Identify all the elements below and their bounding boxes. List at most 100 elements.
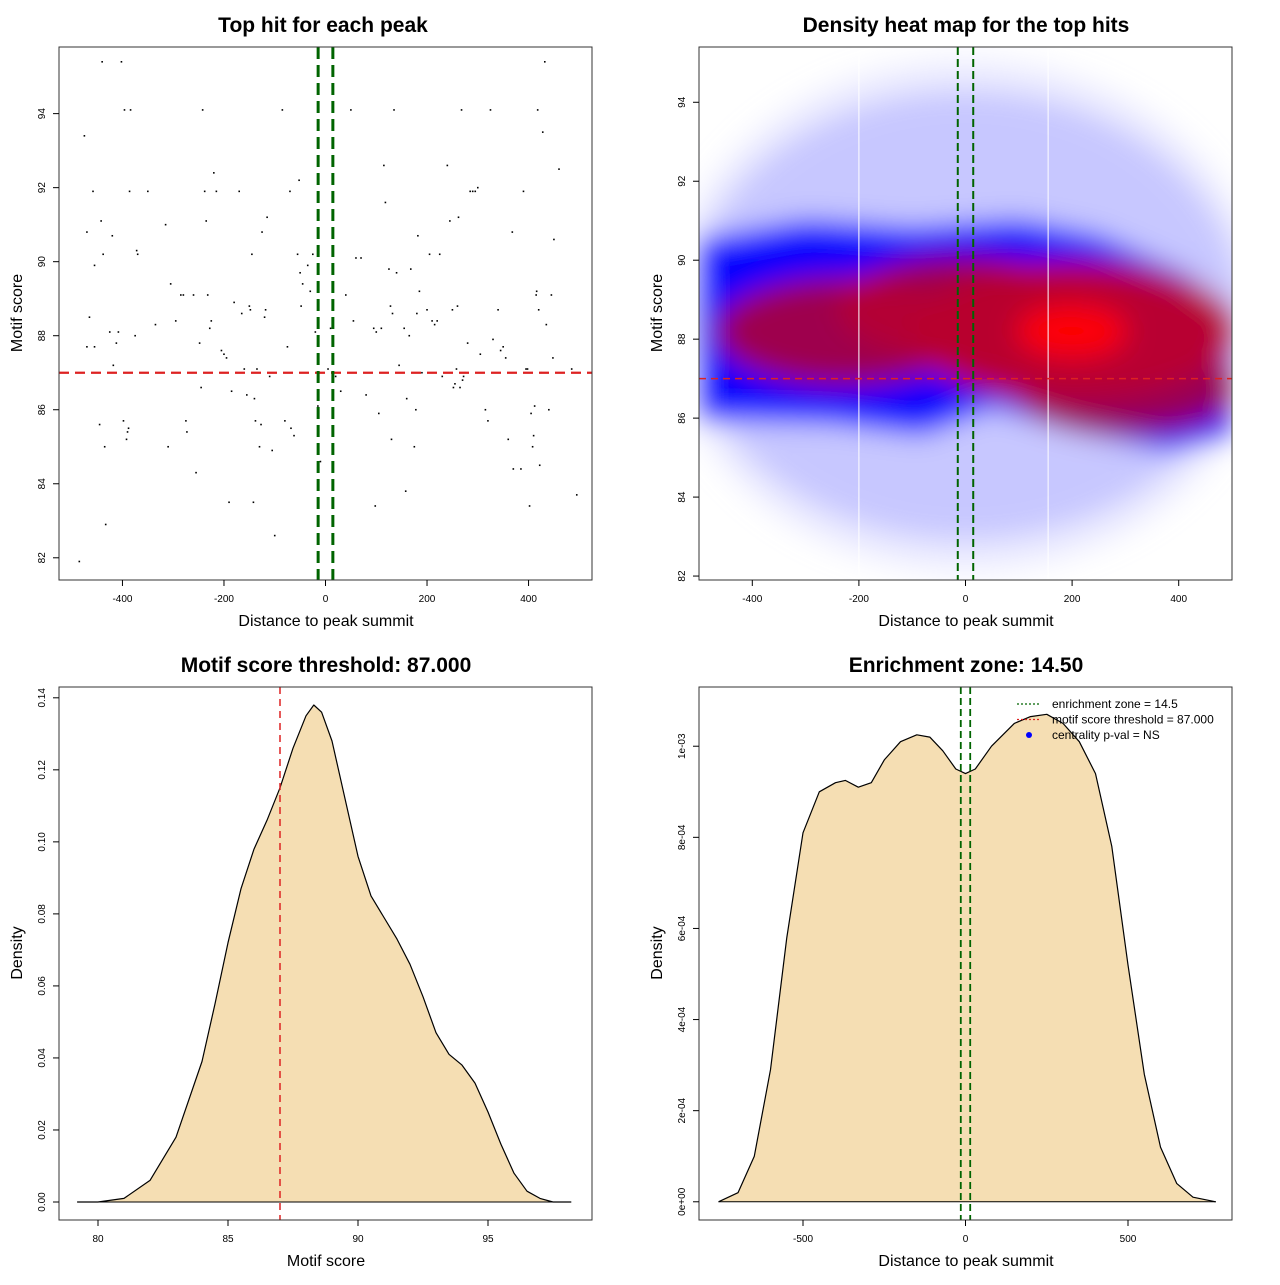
scatter-title: Top hit for each peak: [218, 14, 428, 37]
scatter-point: [134, 334, 136, 337]
scatter-point: [543, 61, 546, 63]
scatter-point: [213, 172, 215, 174]
scatter-point: [380, 327, 383, 330]
scatter-point: [395, 271, 398, 274]
scatter-point: [471, 190, 474, 193]
scatter-point: [389, 305, 392, 307]
scatter-point: [575, 494, 578, 496]
score-density-panel: 80 85 90 95 0.00 0.02 0.04 0.06 0.08 0.10 0.12 0.14: [37, 686, 593, 1245]
scatter-point: [536, 109, 539, 111]
scatter-point: [210, 320, 213, 322]
scatter-point: [459, 386, 461, 389]
score-density-ytick-label: 0.12: [37, 760, 48, 780]
scatter-point: [452, 386, 455, 389]
scatter-point: [413, 445, 416, 448]
scatter-point: [268, 375, 271, 378]
score-density-xtick-label: 85: [222, 1234, 234, 1245]
scatter-point: [115, 342, 118, 344]
scatter-point: [112, 364, 115, 367]
scatter-point: [526, 368, 529, 370]
scatter-point: [309, 290, 312, 293]
scatter-ytick-label: 88: [37, 330, 48, 342]
scatter-point: [454, 383, 456, 385]
scatter-point: [240, 312, 243, 315]
scatter-point: [390, 438, 393, 441]
scatter-point: [248, 305, 251, 307]
heatmap-xtick-label: 400: [1170, 594, 1187, 605]
scatter-point: [492, 338, 494, 341]
scatter-point: [286, 346, 289, 348]
scatter-point: [550, 294, 553, 296]
scatter-point: [541, 131, 544, 133]
scatter-point: [409, 268, 412, 270]
scatter-point: [98, 423, 101, 426]
scatter-point: [535, 290, 538, 293]
scatter-point: [479, 353, 482, 356]
scatter-point: [249, 308, 252, 311]
scatter-xtick-label: 400: [520, 594, 537, 605]
scatter-point: [553, 238, 555, 241]
score-density-title: Motif score threshold: 87.000: [181, 654, 472, 677]
scatter-point: [301, 283, 304, 285]
scatter-point: [230, 390, 233, 393]
score-density-ytick-label: 0.00: [37, 1192, 48, 1212]
scatter-point: [455, 368, 458, 370]
scatter-point: [306, 264, 309, 267]
scatter-point: [438, 253, 441, 256]
scatter-ytick-label: 82: [37, 552, 48, 564]
heatmap-ytick-label: 84: [677, 491, 688, 503]
scatter-point: [415, 408, 417, 411]
scatter-point: [102, 253, 104, 256]
scatter-point: [350, 109, 352, 111]
scatter-point: [391, 312, 394, 315]
scatter-point: [360, 257, 362, 259]
scatter-point: [200, 386, 202, 389]
scatter-point: [261, 231, 263, 233]
score-density-plot-frame: [58, 686, 593, 1221]
scatter-ylabel: Motif score: [9, 274, 26, 352]
scatter-ytick-label: 84: [37, 478, 48, 490]
scatter-point: [533, 405, 536, 407]
scatter-point: [375, 331, 378, 333]
scatter-xtick-label: 0: [323, 594, 329, 605]
scatter-point: [238, 190, 241, 193]
score-density-ytick-label: 0.06: [37, 976, 48, 996]
heatmap-ytick-label: 90: [677, 254, 688, 266]
score-density-curve: [77, 704, 572, 1203]
scatter-point: [552, 357, 554, 359]
heatmap-xtick-label: 200: [1064, 594, 1081, 605]
scatter-point: [408, 334, 411, 337]
score-density-xtick-label: 90: [352, 1234, 364, 1245]
score-density-ytick-label: 0.02: [37, 1120, 48, 1140]
scatter-point: [293, 434, 295, 437]
scatter-point: [284, 420, 286, 422]
scatter-point: [499, 349, 502, 352]
distance-density-ytick-label: 2e-04: [677, 1097, 688, 1123]
scatter-point: [345, 294, 347, 296]
scatter-point: [431, 320, 433, 322]
scatter-point: [378, 412, 380, 415]
heatmap-ylabel: Motif score: [649, 274, 666, 352]
scatter-point: [405, 397, 408, 400]
heatmap-xtick-label: 0: [963, 594, 969, 605]
scatter-point: [254, 420, 257, 422]
scatter-point: [192, 294, 195, 296]
scatter-point: [167, 445, 169, 448]
scatter-point: [266, 216, 268, 219]
scatter-point: [466, 342, 469, 344]
heatmap-density-max: [1017, 305, 1128, 358]
heatmap-ytick-label: 82: [677, 570, 688, 582]
scatter-point: [208, 327, 211, 330]
scatter-point: [104, 523, 107, 526]
scatter-point: [246, 394, 248, 396]
scatter-ytick-label: 90: [37, 256, 48, 268]
heatmap-density-field: [699, 59, 1232, 572]
distance-density-panel: enrichment zone = 14.5 motif score thresh…: [677, 686, 1233, 1245]
scatter-point: [185, 420, 187, 422]
scatter-point: [329, 327, 332, 330]
scatter-point: [220, 349, 223, 352]
scatter-point: [545, 323, 548, 326]
score-density-xlabel: Motif score: [287, 1253, 365, 1270]
scatter-point: [512, 468, 515, 470]
